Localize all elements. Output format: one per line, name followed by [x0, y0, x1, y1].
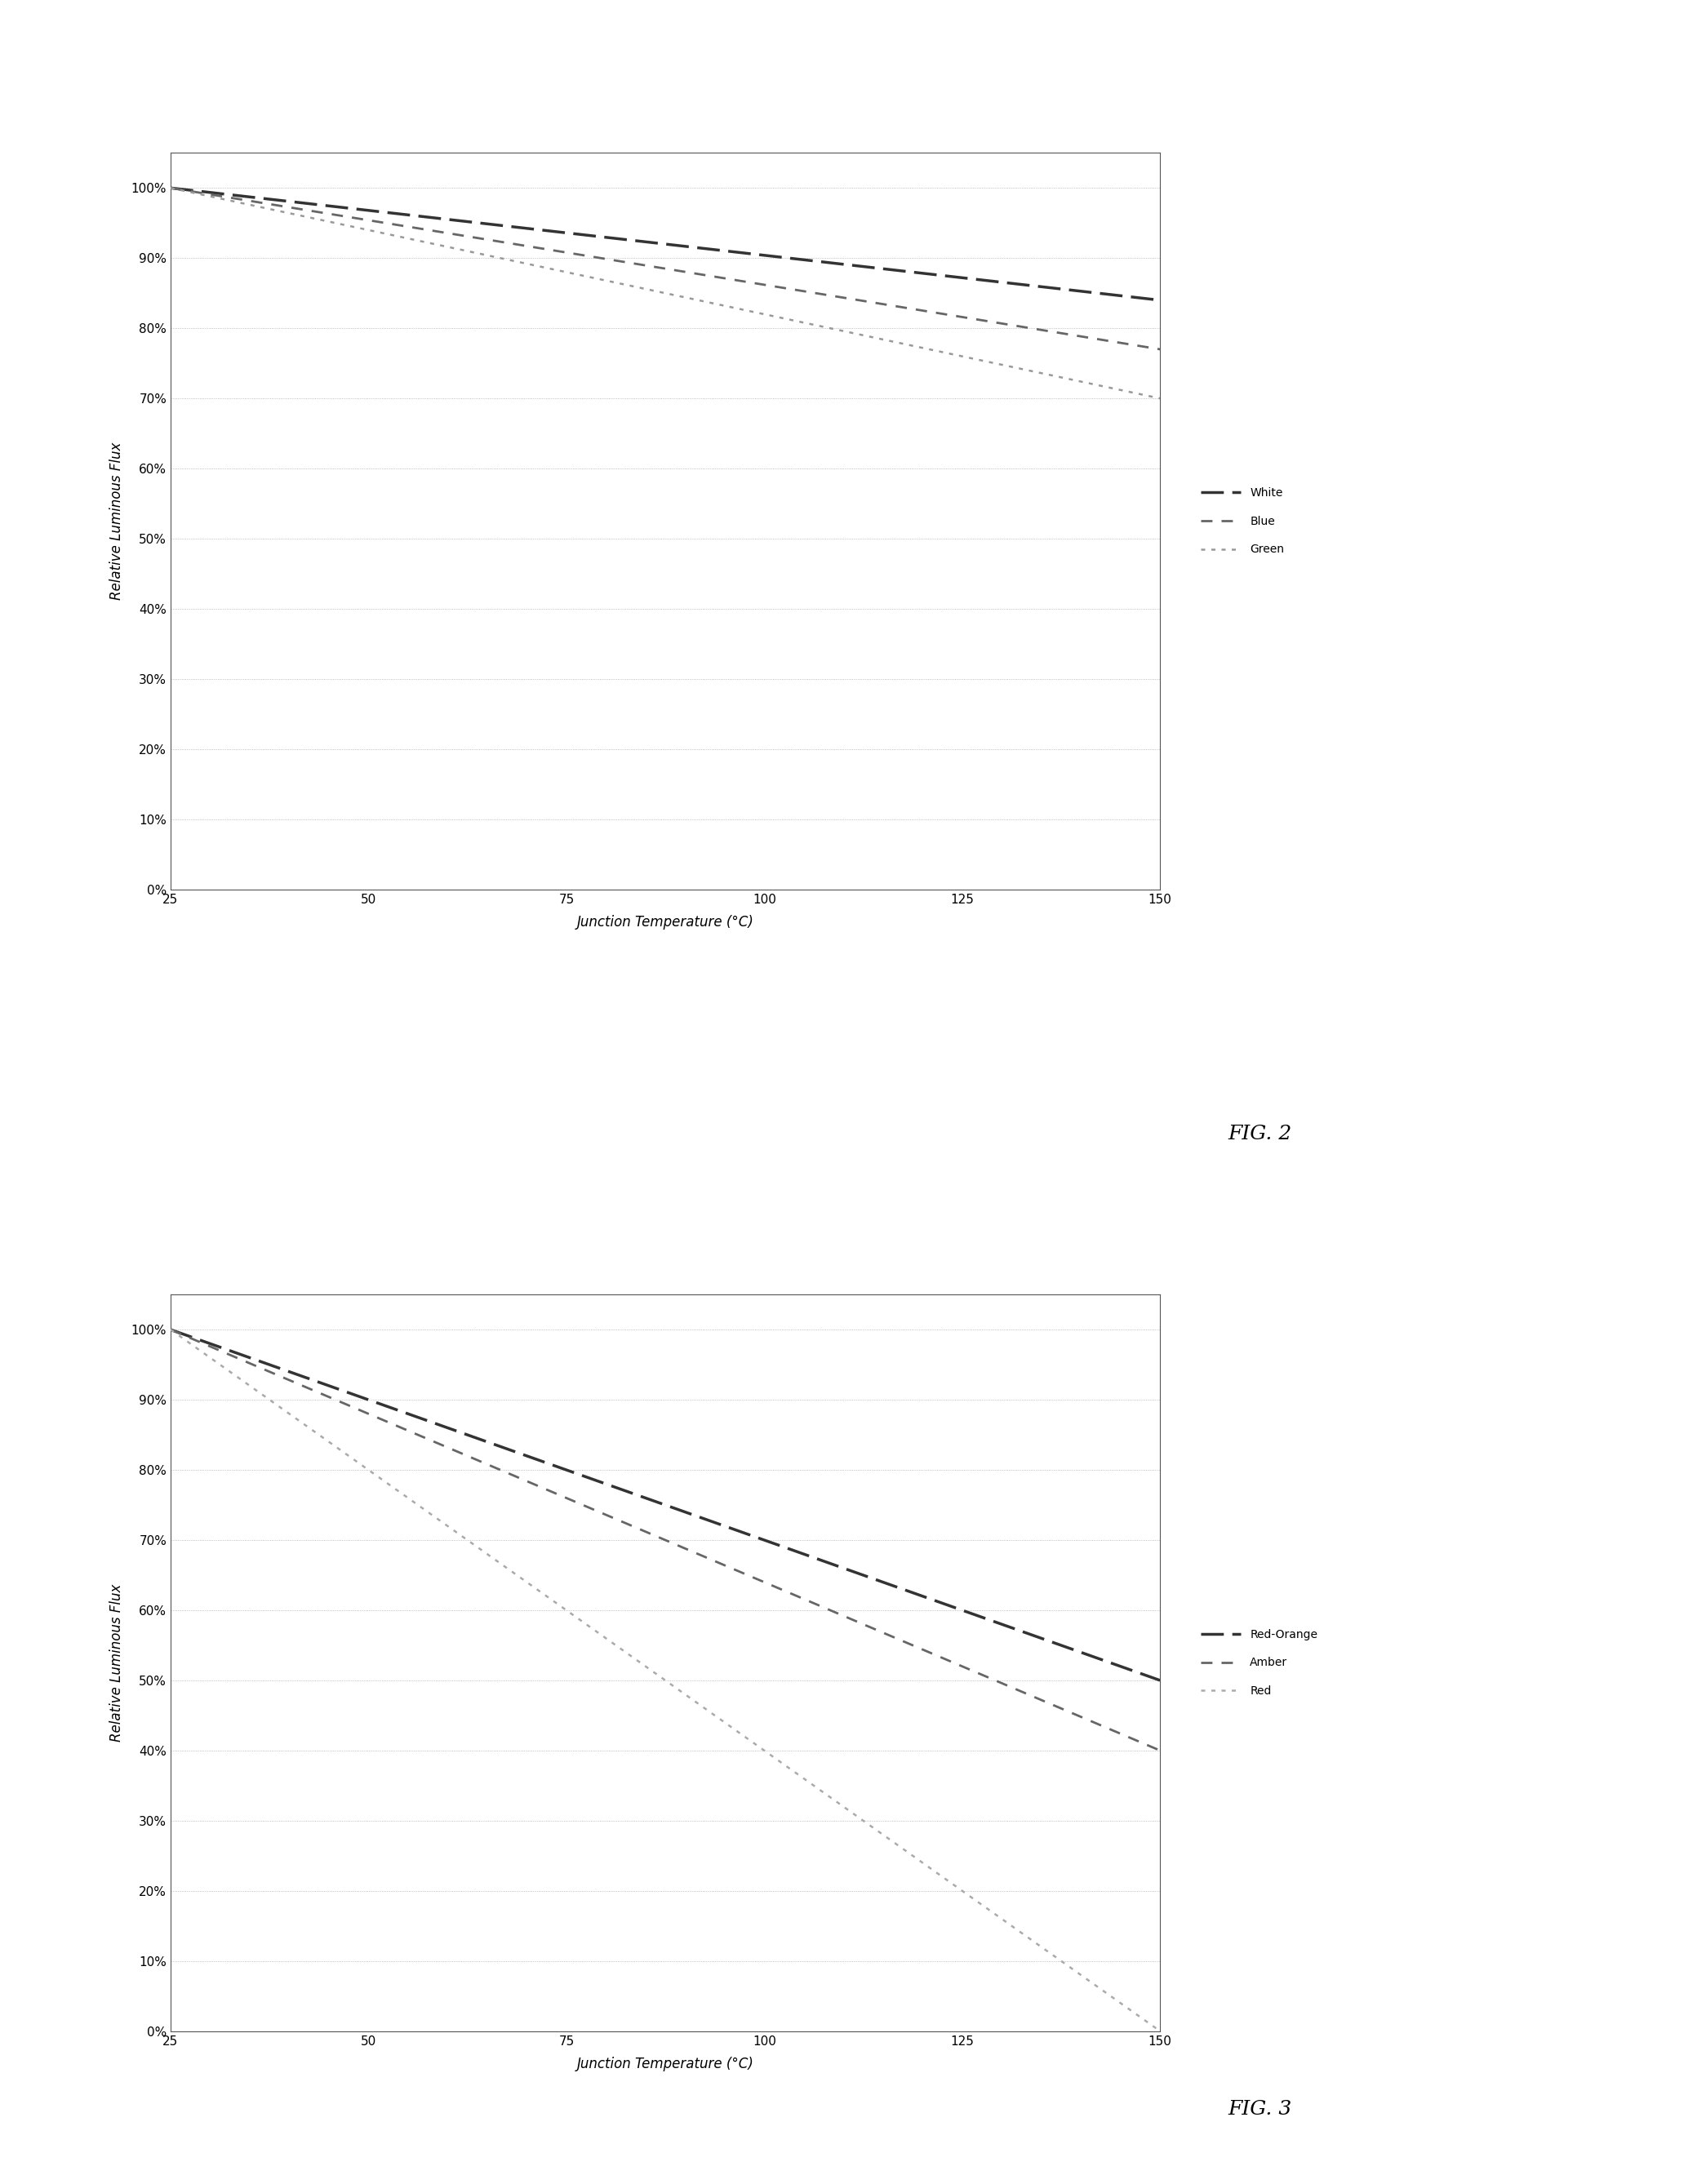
- Y-axis label: Relative Luminous Flux: Relative Luminous Flux: [109, 1583, 125, 1743]
- Legend: Red-Orange, Amber, Red: Red-Orange, Amber, Red: [1196, 1623, 1324, 1704]
- Text: FIG. 3: FIG. 3: [1228, 2099, 1291, 2118]
- Y-axis label: Relative Luminous Flux: Relative Luminous Flux: [109, 441, 125, 601]
- Legend: White, Blue, Green: White, Blue, Green: [1196, 480, 1290, 561]
- X-axis label: Junction Temperature (°C): Junction Temperature (°C): [577, 2057, 754, 2070]
- Text: FIG. 2: FIG. 2: [1228, 1125, 1291, 1144]
- X-axis label: Junction Temperature (°C): Junction Temperature (°C): [577, 915, 754, 930]
